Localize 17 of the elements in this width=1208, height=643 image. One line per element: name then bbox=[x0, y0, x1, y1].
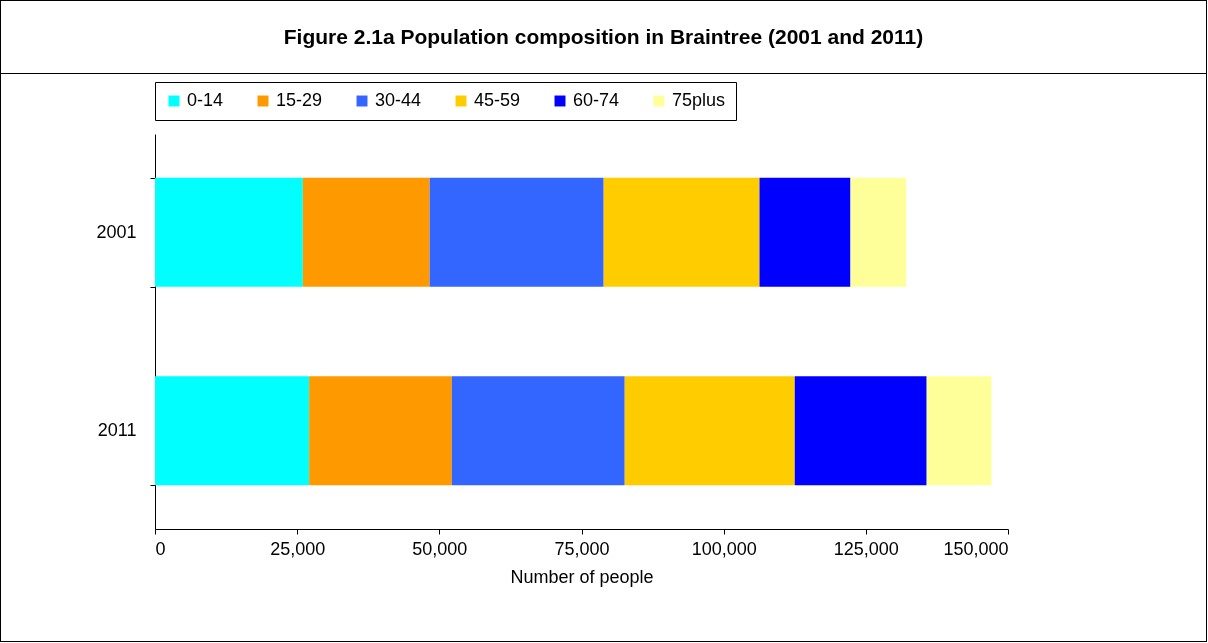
legend-label: 0-14 bbox=[187, 90, 224, 110]
x-tick-label: 50,000 bbox=[412, 538, 468, 559]
legend-label: 15-29 bbox=[276, 90, 323, 110]
x-tick-label: 100,000 bbox=[691, 538, 757, 559]
x-tick-label: 75,000 bbox=[554, 538, 610, 559]
x-tick-label: 0 bbox=[155, 538, 166, 559]
y-tick-label: 2001 bbox=[96, 221, 137, 242]
x-tick-label: 25,000 bbox=[270, 538, 326, 559]
x-tick-label: 150,000 bbox=[943, 538, 1009, 559]
y-tick-label: 2011 bbox=[97, 420, 137, 441]
x-axis-title: Number of people bbox=[510, 566, 654, 587]
legend-label: 30-44 bbox=[375, 90, 422, 110]
chart-title: Figure 2.1a Population composition in Braintree (2001 and 2011) bbox=[1, 1, 1206, 74]
legend-label: 75plus bbox=[672, 90, 726, 110]
legend-label: 45-59 bbox=[474, 90, 521, 110]
legend-label: 60-74 bbox=[573, 90, 620, 110]
x-tick-label: 125,000 bbox=[833, 538, 899, 559]
